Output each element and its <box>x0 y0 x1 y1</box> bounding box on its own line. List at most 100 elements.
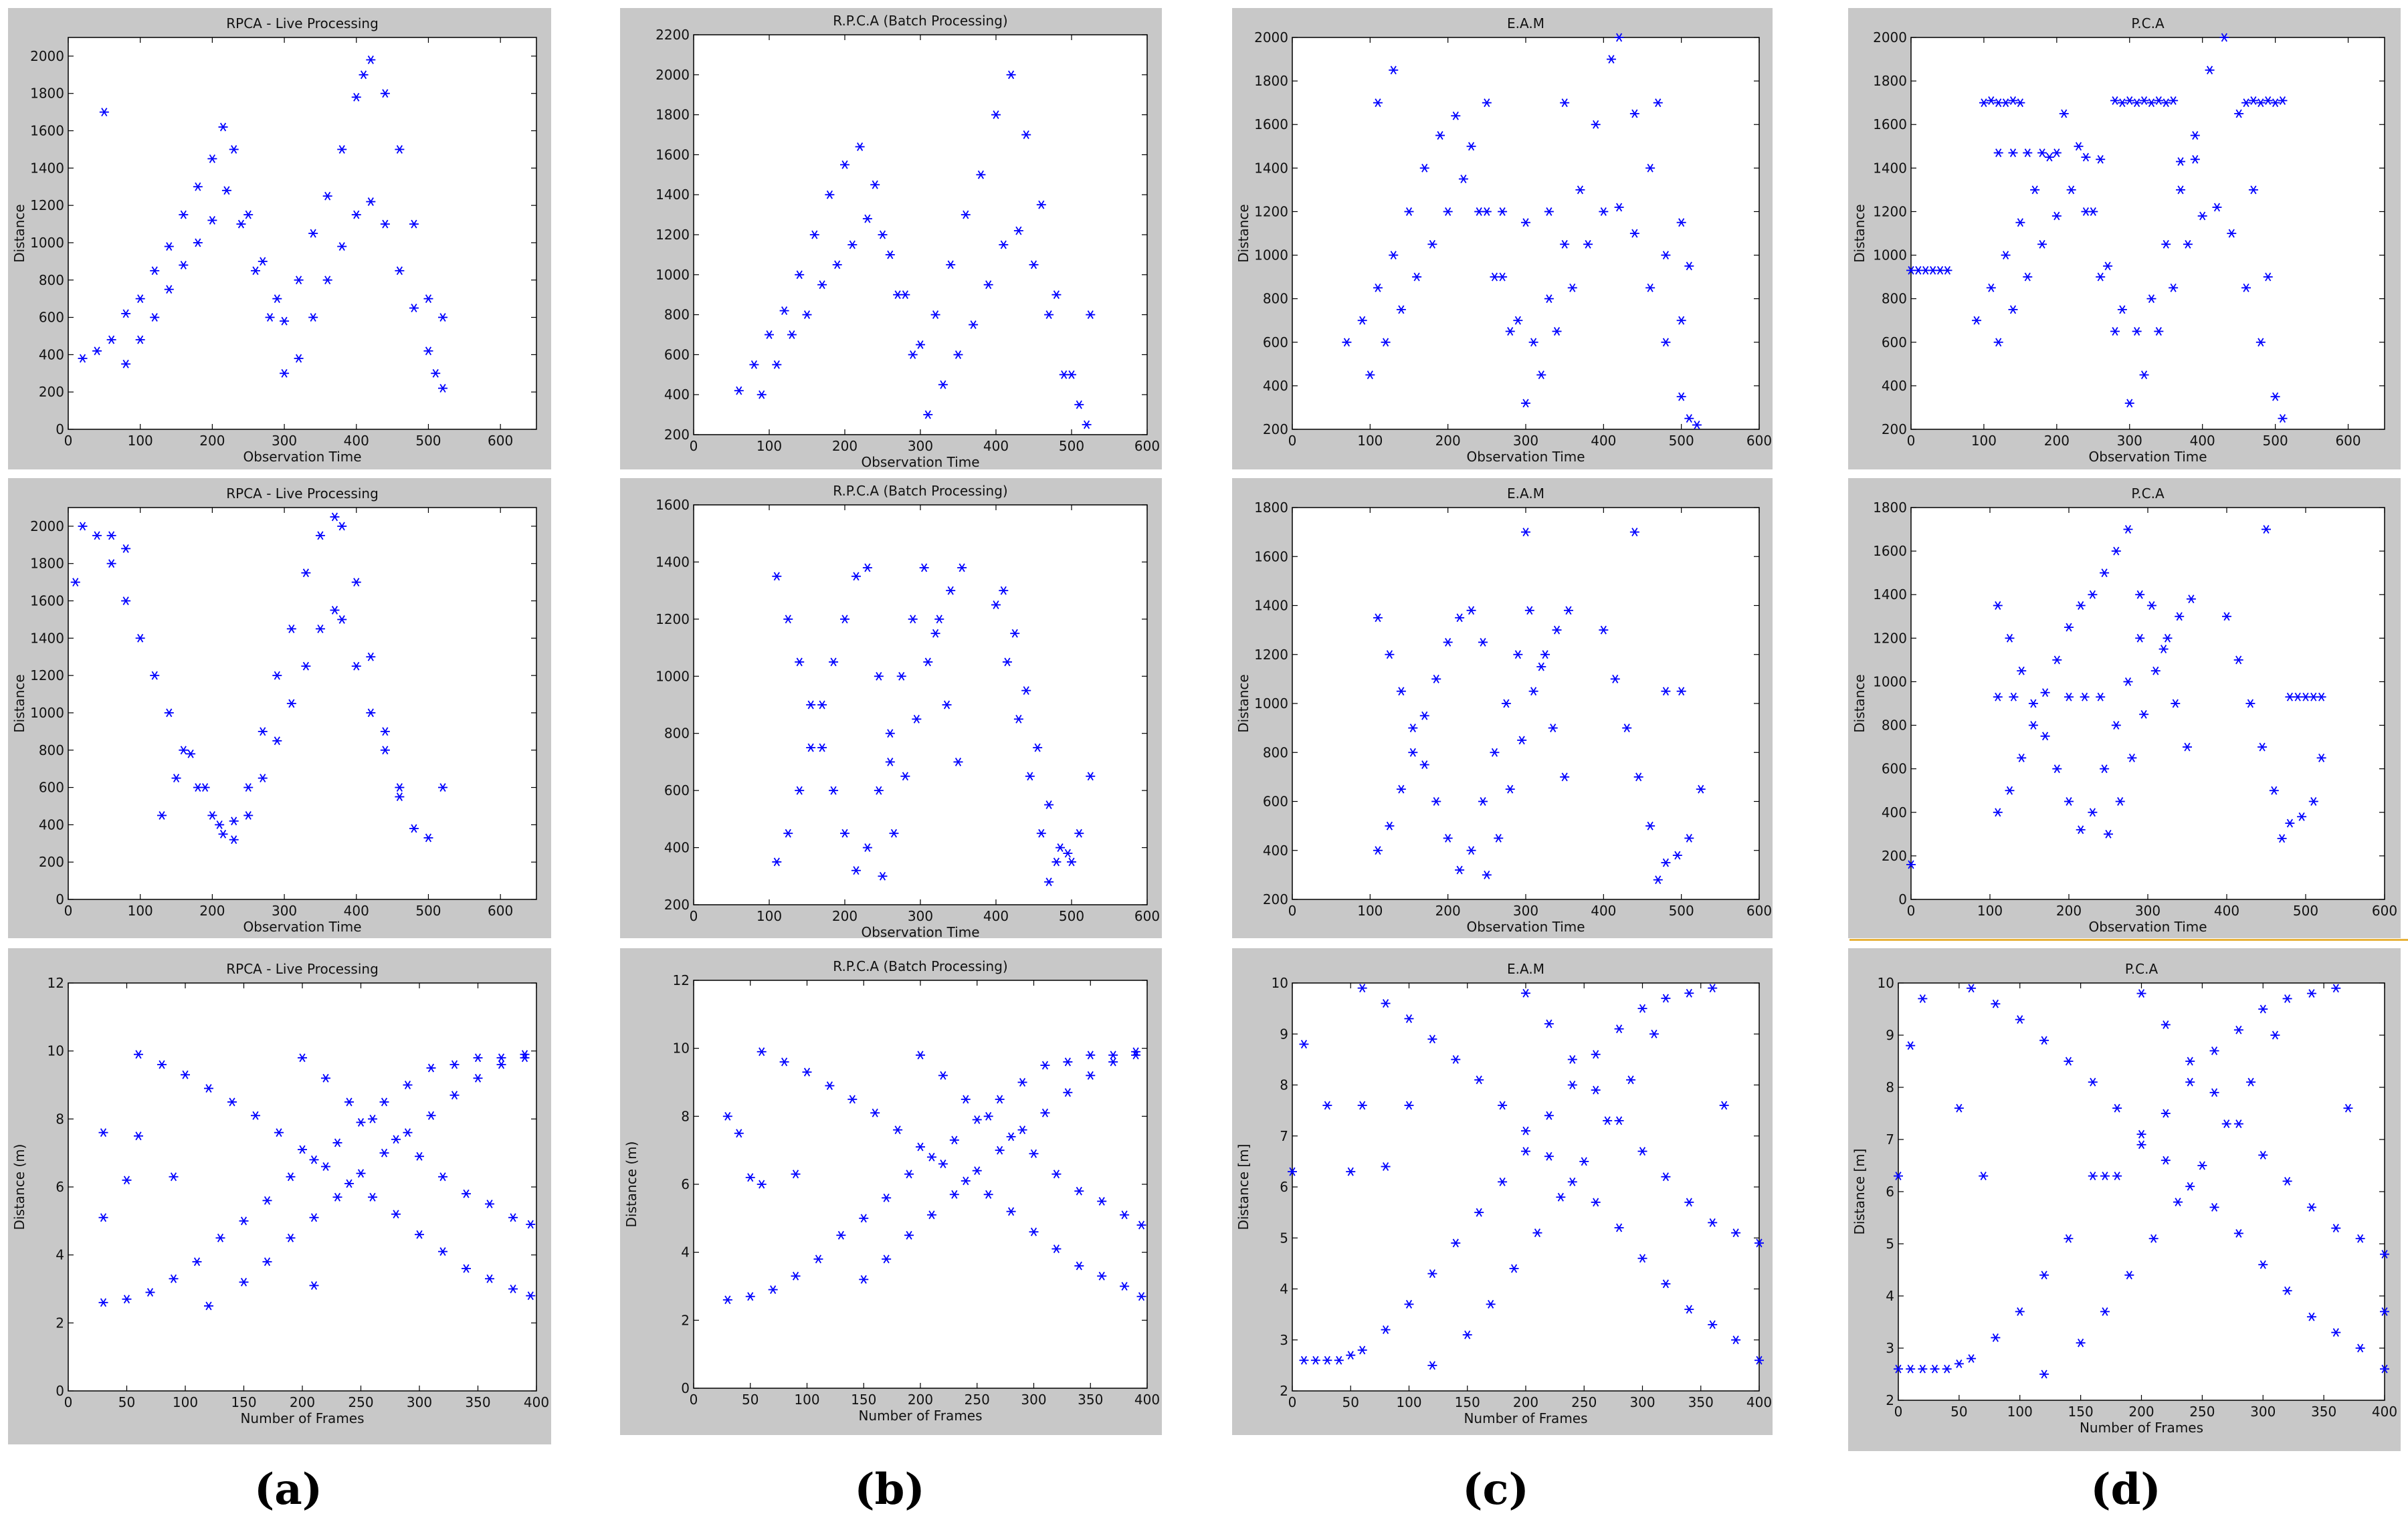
data-point <box>2076 601 2086 610</box>
data-point <box>272 294 282 304</box>
data-point <box>1063 1057 1073 1067</box>
data-point <box>258 727 268 736</box>
data-point <box>734 1129 744 1138</box>
data-point <box>1517 736 1527 745</box>
data-point <box>218 829 228 839</box>
data-point <box>2173 1198 2183 1207</box>
data-point <box>2088 1077 2098 1087</box>
x-tick-label: 400 <box>983 908 1009 924</box>
data-point <box>207 154 217 163</box>
x-tick-label: 300 <box>2250 1404 2276 1420</box>
data-point <box>1451 1238 1461 1248</box>
x-tick-label: 50 <box>1342 1394 1359 1410</box>
data-point <box>2258 742 2268 752</box>
data-point <box>2028 721 2038 730</box>
data-point <box>344 1179 354 1188</box>
y-tick-label: 2000 <box>656 67 690 83</box>
data-point <box>1661 338 1671 347</box>
data-point <box>366 56 376 64</box>
data-point <box>2277 834 2287 843</box>
data-point <box>2039 1370 2049 1379</box>
data-point <box>2154 96 2164 105</box>
data-point <box>520 1050 530 1059</box>
data-point <box>1544 1019 1554 1028</box>
y-tick-label: 1400 <box>1873 586 1907 603</box>
data-point <box>946 586 956 595</box>
data-point <box>847 240 858 249</box>
y-tick-label: 1200 <box>30 667 64 683</box>
y-tick-label: 6 <box>1886 1184 1894 1200</box>
x-tick-label: 0 <box>1907 903 1916 919</box>
y-tick-label: 10 <box>1878 975 1894 991</box>
data-point <box>969 320 979 329</box>
data-point <box>983 1190 993 1199</box>
y-tick-label: 1200 <box>1873 630 1907 646</box>
data-point <box>862 563 872 572</box>
data-point <box>286 624 296 633</box>
data-point <box>1385 650 1395 659</box>
data-point <box>1906 1041 1916 1051</box>
data-point <box>1991 1333 2001 1342</box>
data-point <box>179 746 189 755</box>
data-point <box>1063 1088 1073 1097</box>
data-point <box>1972 316 1982 325</box>
x-tick-label: 100 <box>1357 903 1383 919</box>
data-point <box>2169 96 2179 105</box>
data-point <box>938 1160 948 1168</box>
data-point <box>1993 601 2003 610</box>
y-tick-label: 1000 <box>1873 247 1907 263</box>
data-point <box>2005 633 2015 643</box>
data-point <box>2123 525 2133 534</box>
data-point <box>1381 338 1391 347</box>
data-point <box>1458 175 1468 184</box>
data-point <box>2117 98 2127 108</box>
y-tick-label: 2000 <box>1254 29 1288 45</box>
x-tick-label: 0 <box>1907 433 1916 449</box>
data-point <box>2017 666 2027 675</box>
data-point <box>294 354 304 363</box>
x-tick-label: 0 <box>690 908 698 924</box>
data-point <box>1954 1359 1964 1368</box>
chart-svg: RPCA - Live Processing 0 100 200 300 400 500 60… <box>11 15 537 465</box>
chart-panel-3: E.A.M 0 100 200 300 400 500 600 200 400 600 800 1000… <box>1232 8 1773 469</box>
data-point <box>2262 525 2271 534</box>
data-point <box>321 1162 330 1171</box>
data-point <box>1455 613 1465 623</box>
data-point <box>70 578 80 587</box>
data-point <box>787 330 797 339</box>
y-tick-label: 1600 <box>656 146 690 162</box>
data-point <box>92 346 102 356</box>
chart-panel-4: P.C.A 0 100 200 300 400 500 600 200 400 600 800 1000… <box>1848 8 2401 469</box>
data-point <box>1443 833 1453 843</box>
y-tick-label: 200 <box>664 427 690 443</box>
data-point <box>961 210 971 219</box>
data-point <box>1603 1116 1613 1125</box>
data-point <box>2059 109 2069 118</box>
column-label-c: (c) <box>1462 1464 1529 1515</box>
data-point <box>1661 251 1671 259</box>
y-tick-label: 1800 <box>30 86 64 102</box>
data-point <box>1136 1292 1146 1301</box>
data-point <box>919 563 929 572</box>
data-point <box>2380 1250 2389 1259</box>
data-point <box>995 1145 1005 1155</box>
data-point <box>262 1257 272 1267</box>
data-point <box>806 700 816 709</box>
data-point <box>227 1097 237 1107</box>
data-point <box>2169 283 2179 292</box>
data-point <box>356 1117 366 1127</box>
y-tick-label: 1000 <box>30 235 64 251</box>
data-point <box>122 1176 132 1185</box>
y-tick-label: 1600 <box>1254 548 1288 564</box>
y-tick-label: 200 <box>1882 848 1907 864</box>
data-point <box>1993 692 2003 701</box>
data-point <box>1051 1244 1062 1254</box>
data-point <box>2282 1176 2292 1186</box>
data-point <box>923 410 933 419</box>
data-point <box>1120 1282 1130 1291</box>
data-point <box>1381 999 1391 1008</box>
y-tick-label: 2000 <box>1873 29 1907 45</box>
data-point <box>847 1095 858 1104</box>
data-point <box>359 70 369 80</box>
y-tick-label: 7 <box>1280 1128 1288 1144</box>
